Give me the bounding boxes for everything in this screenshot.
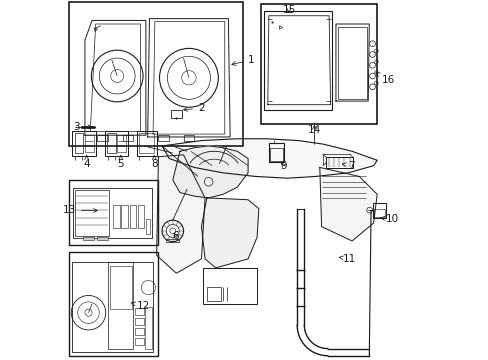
Bar	[69, 180, 158, 244]
Polygon shape	[162, 139, 376, 178]
Text: 1: 1	[231, 55, 254, 66]
Bar	[110, 266, 131, 309]
Bar	[139, 134, 154, 153]
Bar	[325, 157, 352, 168]
Bar	[135, 308, 144, 315]
Text: 12: 12	[131, 301, 150, 311]
Bar	[135, 318, 144, 325]
Bar	[144, 307, 152, 348]
Bar	[72, 131, 96, 156]
Bar	[69, 252, 158, 356]
Bar	[268, 143, 284, 162]
Bar	[122, 135, 133, 141]
Bar	[138, 205, 144, 228]
Bar	[97, 237, 108, 240]
Bar	[108, 262, 133, 348]
Bar	[206, 287, 221, 301]
Text: 6: 6	[172, 231, 178, 240]
Text: 15: 15	[282, 5, 295, 15]
Text: 7: 7	[342, 161, 354, 171]
Text: 11: 11	[339, 254, 355, 264]
Bar	[183, 135, 194, 141]
Bar	[145, 220, 149, 234]
Bar	[73, 188, 152, 238]
Bar	[129, 205, 136, 228]
Bar	[81, 126, 93, 128]
Text: 8: 8	[150, 156, 157, 169]
Text: 13: 13	[62, 206, 97, 216]
Text: 2: 2	[183, 103, 204, 113]
Text: 14: 14	[307, 125, 321, 135]
Bar	[166, 239, 179, 242]
Bar	[84, 135, 94, 152]
Text: 4: 4	[83, 156, 90, 169]
Bar	[113, 205, 120, 228]
Bar	[117, 135, 126, 152]
Bar	[72, 262, 153, 352]
Bar	[337, 27, 366, 99]
Bar	[171, 111, 182, 118]
Bar	[158, 135, 169, 141]
Bar	[83, 237, 94, 240]
Bar	[69, 3, 242, 146]
Polygon shape	[156, 155, 204, 273]
Bar	[104, 131, 128, 156]
Bar	[260, 4, 376, 125]
Bar	[373, 210, 384, 217]
Text: 3: 3	[73, 122, 92, 132]
Polygon shape	[319, 167, 376, 241]
Bar	[264, 12, 332, 110]
Bar	[121, 205, 128, 228]
Text: 10: 10	[380, 215, 399, 224]
Text: 16: 16	[375, 73, 394, 85]
Bar	[75, 190, 109, 235]
Polygon shape	[201, 198, 258, 268]
Bar	[74, 133, 83, 153]
Text: 9: 9	[280, 161, 286, 171]
Bar	[135, 328, 144, 335]
Bar	[135, 338, 144, 345]
Polygon shape	[172, 146, 247, 198]
Bar	[203, 268, 257, 304]
Bar	[97, 135, 108, 141]
Bar	[137, 131, 156, 156]
Bar	[106, 133, 116, 153]
Bar	[372, 203, 386, 218]
Bar	[270, 148, 282, 161]
Text: 5: 5	[117, 156, 124, 169]
